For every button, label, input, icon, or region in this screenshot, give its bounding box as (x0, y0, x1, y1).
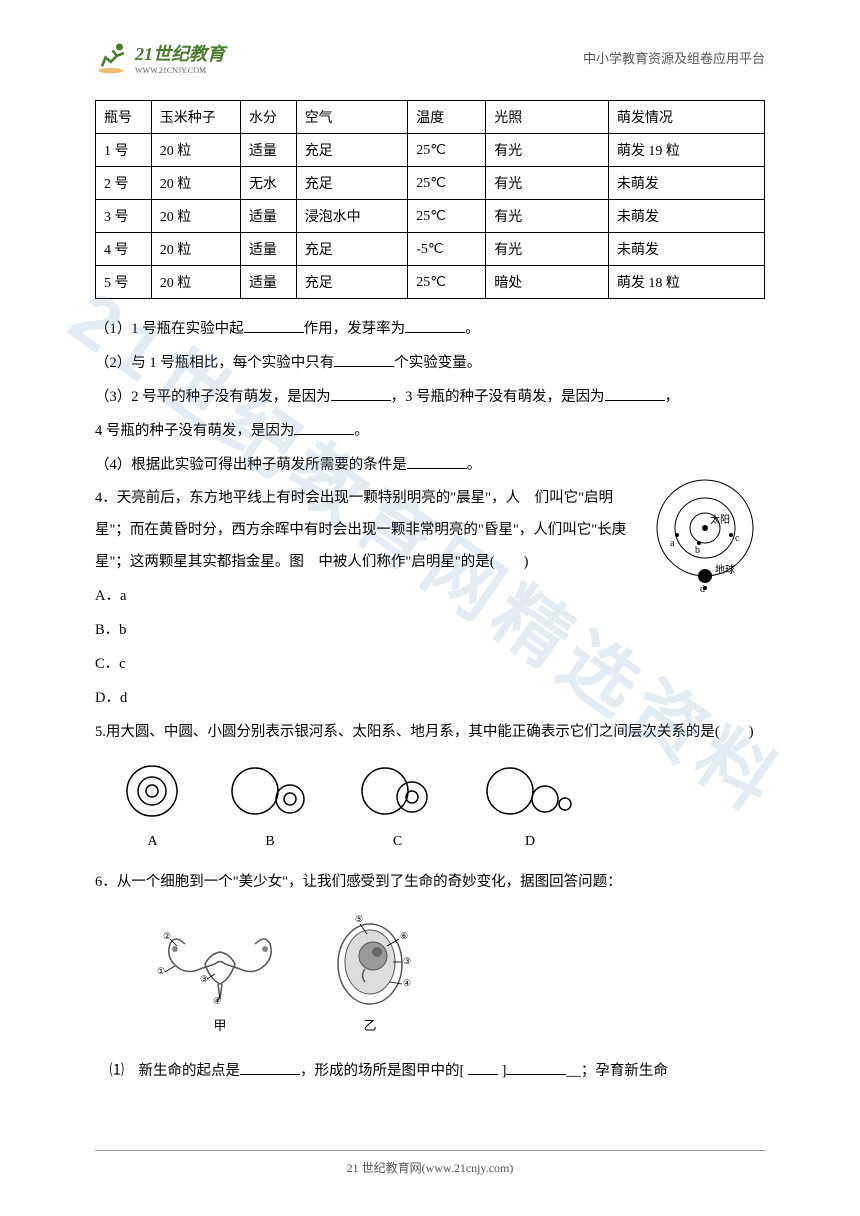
header-platform-text: 中小学教育资源及组卷应用平台 (583, 48, 765, 67)
content-area: （1）1 号瓶在实验中起作用，发芽率为。 （2）与 1 号瓶相比，每个实验中只有… (95, 314, 765, 1088)
table-cell: 萌发 19 粒 (608, 134, 764, 167)
table-cell: 充足 (296, 134, 408, 167)
table-cell: -5℃ (408, 233, 486, 266)
table-cell: 25℃ (408, 200, 486, 233)
table-cell: 适量 (240, 266, 296, 299)
table-cell: 25℃ (408, 134, 486, 167)
table-cell: 浸泡水中 (296, 200, 408, 233)
table-cell: 未萌发 (608, 167, 764, 200)
svg-text:a: a (670, 538, 675, 549)
q5-diagram-b-icon (230, 764, 310, 819)
q5-label-a: A (147, 827, 157, 858)
q3-sub1: （1）1 号瓶在实验中起作用，发芽率为。 (95, 314, 765, 346)
table-cell: 适量 (240, 233, 296, 266)
table-cell: 20 粒 (151, 134, 240, 167)
table-header-cell: 温度 (408, 101, 486, 134)
logo-main-text: 21世纪教育 (135, 40, 225, 66)
logo-url-text: WWW.21CNJY.COM (135, 66, 225, 75)
q6-text: 6．从一个细胞到一个"美少女"，让我们感受到了生命的奇妙变化，据图回答问题： (95, 867, 765, 899)
table-cell: 25℃ (408, 167, 486, 200)
q5-diagram-c-icon (360, 764, 435, 819)
table-cell: 2 号 (96, 167, 152, 200)
table-cell: 适量 (240, 134, 296, 167)
q4-orbit-diagram: 太阳 a b c 地球 d (645, 473, 765, 593)
svg-text:b: b (695, 545, 700, 556)
q3-sub2: （2）与 1 号瓶相比，每个实验中只有个实验变量。 (95, 348, 765, 380)
q4-option-c: C．c (95, 649, 765, 681)
q6-diagram-jia: ② ① ③ ④ 甲 (155, 924, 285, 1041)
q5-label-b: B (265, 827, 274, 858)
table-cell: 20 粒 (151, 167, 240, 200)
svg-text:太阳: 太阳 (710, 513, 730, 526)
q3-sub3b: 4 号瓶的种子没有萌发，是因为。 (95, 416, 765, 448)
table-cell: 3 号 (96, 200, 152, 233)
table-cell: 有光 (486, 134, 609, 167)
table-header-cell: 玉米种子 (151, 101, 240, 134)
q5-label-d: D (525, 827, 535, 858)
table-cell: 25℃ (408, 266, 486, 299)
table-cell: 有光 (486, 200, 609, 233)
footer-text: 21 世纪教育网(www.21cnjy.com) (347, 1161, 514, 1175)
table-cell: 20 粒 (151, 233, 240, 266)
table-cell: 有光 (486, 167, 609, 200)
q6-diagram-yi: ⑤ ⑥ ③ ④ 乙 (325, 914, 415, 1041)
q6-diagrams: ② ① ③ ④ 甲 ⑤ ⑥ ③ (155, 914, 765, 1041)
q6-embryo-icon: ⑤ ⑥ ③ ④ (325, 914, 415, 1009)
q6-label-yi: 乙 (363, 1012, 376, 1041)
table-header-cell: 瓶号 (96, 101, 152, 134)
table-header-cell: 萌发情况 (608, 101, 764, 134)
q5-diagram-a-icon (125, 764, 180, 819)
svg-text:②: ② (163, 931, 171, 941)
q5-option-a: A (125, 764, 180, 858)
q6-label-jia: 甲 (213, 1012, 226, 1041)
svg-text:④: ④ (403, 978, 411, 988)
q5-option-b: B (230, 764, 310, 858)
table-cell: 充足 (296, 233, 408, 266)
table-cell: 未萌发 (608, 200, 764, 233)
logo-runner-icon (95, 40, 130, 75)
svg-text:⑥: ⑥ (400, 931, 408, 941)
table-header-cell: 空气 (296, 101, 408, 134)
q5-label-c: C (393, 827, 402, 858)
svg-text:⑤: ⑤ (355, 914, 363, 924)
table-header-cell: 水分 (240, 101, 296, 134)
page-footer: 21 世纪教育网(www.21cnjy.com) (0, 1150, 860, 1176)
q4-option-d: D．d (95, 683, 765, 715)
svg-text:d: d (700, 584, 705, 593)
q3-sub3a: （3）2 号平的种子没有萌发，是因为，3 号瓶的种子没有萌发，是因为， (95, 382, 765, 414)
svg-text:①: ① (157, 966, 165, 976)
table-cell: 暗处 (486, 266, 609, 299)
table-cell: 20 粒 (151, 266, 240, 299)
page-header: 21世纪教育 WWW.21CNJY.COM 中小学教育资源及组卷应用平台 (95, 40, 765, 75)
svg-text:c: c (735, 533, 740, 544)
table-header-cell: 光照 (486, 101, 609, 134)
q6-uterus-icon: ② ① ③ ④ (155, 924, 285, 1009)
table-cell: 有光 (486, 233, 609, 266)
q5-diagrams: A B C D (125, 764, 765, 858)
q4-option-b: B．b (95, 615, 765, 647)
table-cell: 无水 (240, 167, 296, 200)
table-cell: 适量 (240, 200, 296, 233)
table-cell: 萌发 18 粒 (608, 266, 764, 299)
table-cell: 4 号 (96, 233, 152, 266)
experiment-table: 瓶号玉米种子水分空气温度光照萌发情况1 号20 粒适量充足25℃有光萌发 19 … (95, 100, 765, 299)
svg-text:④: ④ (213, 996, 221, 1006)
svg-text:③: ③ (403, 956, 411, 966)
table-cell: 充足 (296, 266, 408, 299)
logo: 21世纪教育 WWW.21CNJY.COM (95, 40, 225, 75)
table-cell: 5 号 (96, 266, 152, 299)
table-cell: 充足 (296, 167, 408, 200)
svg-text:地球: 地球 (715, 563, 735, 576)
q5-text: 5.用大圆、中圆、小圆分别表示银河系、太阳系、地月系，其中能正确表示它们之间层次… (95, 717, 765, 749)
table-cell: 未萌发 (608, 233, 764, 266)
q5-option-d: D (485, 764, 575, 858)
footer-divider (95, 1150, 765, 1151)
logo-text: 21世纪教育 WWW.21CNJY.COM (135, 40, 225, 75)
q6-sub1: ⑴ 新生命的起点是，形成的场所是图甲中的[ ]__；孕育新生命 (95, 1056, 765, 1088)
q5-option-c: C (360, 764, 435, 858)
q5-diagram-d-icon (485, 764, 575, 819)
table-cell: 20 粒 (151, 200, 240, 233)
table-cell: 1 号 (96, 134, 152, 167)
svg-text:③: ③ (200, 974, 208, 984)
